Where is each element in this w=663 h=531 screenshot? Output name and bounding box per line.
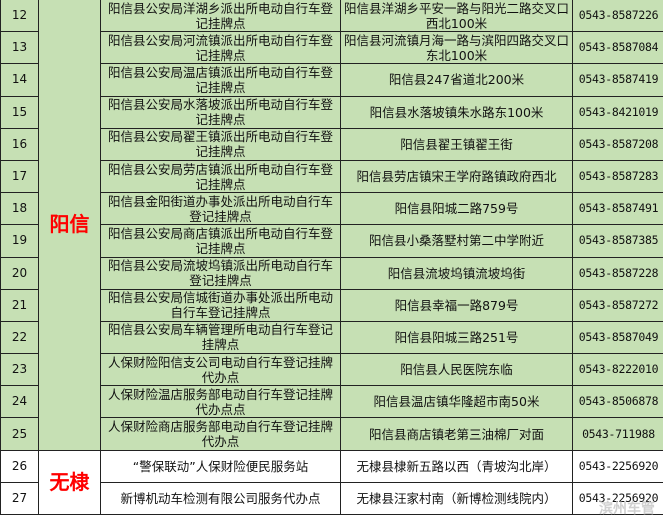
table-row: 16 阳信县公安局翟王镇派出所电动自行车登记挂牌点 阳信县翟王镇翟王街 0543-85… — [0, 127, 663, 161]
point-phone: 0543-8587049 — [572, 320, 663, 355]
table-row: 21 阳信县公安局信城街道办事处派出所电动自行车登记挂牌点 阳信县幸福一路879号 0… — [0, 288, 663, 322]
row-number: 14 — [0, 63, 39, 97]
row-number: 22 — [0, 320, 39, 355]
point-phone: 0543-8587208 — [572, 127, 663, 161]
point-address: 阳信县河流镇月海一路与滨阳四路交叉口东北100米 — [340, 31, 573, 65]
point-name: 阳信县公安局温店镇派出所电动自行车登记挂牌点 — [100, 63, 341, 97]
table-row: 27 新博机动车检测有限公司服务代办点 无棣县汪家村南（新博检测线院内） 0543-2… — [0, 481, 663, 516]
point-phone: 0543-2256920 — [572, 481, 663, 516]
point-address: 阳信县翟王镇翟王街 — [340, 127, 573, 161]
row-number: 18 — [0, 192, 39, 226]
table-row: 23 人保财险阳信支公司电动自行车登记挂牌代办点 阳信县人民医院东临 0543-822… — [0, 353, 663, 387]
row-number: 15 — [0, 95, 39, 129]
point-name: 人保财险商店服务部电动自行车登记挂牌代办点 — [100, 417, 341, 451]
region-cell: 阳信 — [38, 0, 101, 451]
table-row: 24 人保财险温店服务部电动自行车登记挂牌代办点点 阳信县温店镇华隆超市南50米 05… — [0, 385, 663, 419]
point-phone: 0543-8587491 — [572, 192, 663, 226]
point-name: 阳信县金阳街道办事处派出所电动自行车登记挂牌点 — [100, 192, 341, 226]
row-number: 21 — [0, 288, 39, 322]
table-row: 17 阳信县公安局劳店镇派出所电动自行车登记挂牌点 阳信县劳店镇宋王学府路镇政府西北… — [0, 159, 663, 194]
point-address: 阳信县阳城三路251号 — [340, 320, 573, 355]
point-name: 阳信县公安局劳店镇派出所电动自行车登记挂牌点 — [100, 159, 341, 194]
point-address: 阳信县商店镇老第三油棉厂对面 — [340, 417, 573, 451]
table-row: 26 无棣 “警保联动”人保财险便民服务站 无棣县棣新五路以西（青坡沟北岸） 0543-… — [0, 449, 663, 516]
table-row: 22 阳信县公安局车辆管理所电动自行车登记挂牌点 阳信县阳城三路251号 0543-8… — [0, 320, 663, 355]
table-row: 14 阳信县公安局温店镇派出所电动自行车登记挂牌点 阳信县247省道北200米 054… — [0, 63, 663, 97]
row-number: 13 — [0, 31, 39, 65]
point-phone: 0543-8506878 — [572, 385, 663, 419]
row-number: 20 — [0, 256, 39, 290]
point-name: 人保财险温店服务部电动自行车登记挂牌代办点点 — [100, 385, 341, 419]
point-phone: 0543-8587084 — [572, 31, 663, 65]
point-phone: 0543-8421019 — [572, 95, 663, 129]
point-phone: 0543-8222010 — [572, 353, 663, 387]
point-address: 无棣县棣新五路以西（青坡沟北岸） — [340, 449, 573, 483]
row-number: 12 — [0, 0, 39, 33]
point-address: 无棣县汪家村南（新博检测线院内） — [340, 481, 573, 516]
row-number: 16 — [0, 127, 39, 161]
point-name: 阳信县公安局车辆管理所电动自行车登记挂牌点 — [100, 320, 341, 355]
point-address: 阳信县温店镇华隆超市南50米 — [340, 385, 573, 419]
region-cell: 无棣 — [38, 449, 101, 516]
point-address: 阳信县人民医院东临 — [340, 353, 573, 387]
point-phone: 0543-2256920 — [572, 449, 663, 483]
point-phone: 0543-8587272 — [572, 288, 663, 322]
row-number: 27 — [0, 481, 39, 516]
point-address: 阳信县小桑落墅村第二中学附近 — [340, 224, 573, 258]
point-phone: 0543-8587226 — [572, 0, 663, 33]
table-row: 18 阳信县金阳街道办事处派出所电动自行车登记挂牌点 阳信县阳城二路759号 0543… — [0, 192, 663, 226]
table-row: 20 阳信县公安局流坡坞镇派出所电动自行车登记挂牌点 阳信县流坡坞镇流坡坞街 0543… — [0, 256, 663, 290]
point-address: 阳信县247省道北200米 — [340, 63, 573, 97]
point-phone: 0543-711988 — [572, 417, 663, 451]
point-name: 阳信县公安局河流镇派出所电动自行车登记挂牌点 — [100, 31, 341, 65]
row-number: 26 — [0, 449, 39, 483]
row-number: 19 — [0, 224, 39, 258]
table-row: 19 阳信县公安局商店镇派出所电动自行车登记挂牌点 阳信县小桑落墅村第二中学附近 05… — [0, 224, 663, 258]
table-row: 13 阳信县公安局河流镇派出所电动自行车登记挂牌点 阳信县河流镇月海一路与滨阳四路交… — [0, 31, 663, 65]
point-name: 阳信县公安局信城街道办事处派出所电动自行车登记挂牌点 — [100, 288, 341, 322]
point-phone: 0543-8587419 — [572, 63, 663, 97]
point-address: 阳信县幸福一路879号 — [340, 288, 573, 322]
table-row: 12 阳信 阳信县公安局洋湖乡派出所电动自行车登记挂牌点 阳信县洋湖乡平安一路与阳光二… — [0, 0, 663, 451]
point-phone: 0543-8587283 — [572, 159, 663, 194]
point-name: 阳信县公安局流坡坞镇派出所电动自行车登记挂牌点 — [100, 256, 341, 290]
point-address: 阳信县阳城二路759号 — [340, 192, 573, 226]
row-number: 24 — [0, 385, 39, 419]
registration-points-table: 12 阳信 阳信县公安局洋湖乡派出所电动自行车登记挂牌点 阳信县洋湖乡平安一路与阳光二… — [0, 0, 663, 516]
point-address: 阳信县流坡坞镇流坡坞街 — [340, 256, 573, 290]
table-row: 25 人保财险商店服务部电动自行车登记挂牌代办点 阳信县商店镇老第三油棉厂对面 054… — [0, 417, 663, 451]
point-name: 阳信县公安局商店镇派出所电动自行车登记挂牌点 — [100, 224, 341, 258]
point-name: 阳信县公安局洋湖乡派出所电动自行车登记挂牌点 — [100, 0, 341, 33]
point-address: 阳信县劳店镇宋王学府路镇政府西北 — [340, 159, 573, 194]
point-phone: 0543-8587228 — [572, 256, 663, 290]
table-row: 15 阳信县公安局水落坡派出所电动自行车登记挂牌点 阳信县水落坡镇朱水路东100米 0… — [0, 95, 663, 129]
watermark: 滨州车管 — [599, 501, 655, 517]
row-number: 23 — [0, 353, 39, 387]
row-number: 17 — [0, 159, 39, 194]
point-name: 阳信县公安局翟王镇派出所电动自行车登记挂牌点 — [100, 127, 341, 161]
point-phone: 0543-8587385 — [572, 224, 663, 258]
point-name: 新博机动车检测有限公司服务代办点 — [100, 481, 341, 516]
point-address: 阳信县洋湖乡平安一路与阳光二路交叉口西北100米 — [340, 0, 573, 33]
point-name: 人保财险阳信支公司电动自行车登记挂牌代办点 — [100, 353, 341, 387]
point-name: “警保联动”人保财险便民服务站 — [100, 449, 341, 483]
point-name: 阳信县公安局水落坡派出所电动自行车登记挂牌点 — [100, 95, 341, 129]
row-number: 25 — [0, 417, 39, 451]
point-address: 阳信县水落坡镇朱水路东100米 — [340, 95, 573, 129]
